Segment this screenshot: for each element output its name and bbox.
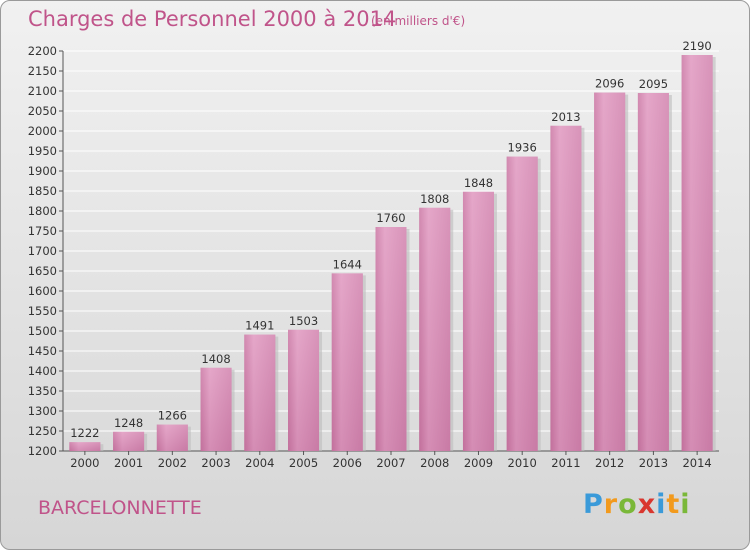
logo-letter: r [603, 489, 619, 520]
ytick-label-1600: 1600 [28, 284, 57, 298]
logo-letter: i [656, 489, 667, 520]
xtick-label-2001: 2001 [114, 456, 143, 470]
ytick-label-1750: 1750 [28, 224, 57, 238]
xtick-label-2009: 2009 [464, 456, 493, 470]
ytick-label-1900: 1900 [28, 164, 57, 178]
ytick-label-2150: 2150 [28, 64, 57, 78]
bar-overlay-2003 [200, 367, 232, 451]
bar-overlay-2010 [506, 156, 538, 451]
bar-overlay-2002 [156, 424, 188, 451]
ytick-label-2000: 2000 [28, 124, 57, 138]
logo-letter: t [666, 489, 681, 520]
xtick-label-2008: 2008 [420, 456, 449, 470]
ytick-label-1450: 1450 [28, 344, 57, 358]
xtick-label-2003: 2003 [201, 456, 230, 470]
logo-letter: x [637, 489, 657, 520]
ytick-label-1500: 1500 [28, 324, 57, 338]
value-label-2004: 1491 [245, 319, 274, 333]
xtick-label-2012: 2012 [595, 456, 624, 470]
bar-overlay-2013 [637, 93, 669, 451]
xtick-label-2005: 2005 [289, 456, 318, 470]
proxiti-logo: Proxiti [583, 489, 691, 520]
ytick-label-1550: 1550 [28, 304, 57, 318]
bar-overlay-2011 [550, 125, 582, 452]
value-label-2000: 1222 [70, 426, 99, 440]
ytick-label-1950: 1950 [28, 144, 57, 158]
logo-letter: o [618, 489, 638, 520]
ytick-label-1650: 1650 [28, 264, 57, 278]
ytick-label-1350: 1350 [28, 384, 57, 398]
value-label-2002: 1266 [158, 409, 187, 423]
value-label-2010: 1936 [508, 141, 537, 155]
ytick-label-2100: 2100 [28, 84, 57, 98]
value-label-2005: 1503 [289, 314, 318, 328]
ytick-label-1300: 1300 [28, 404, 57, 418]
ytick-label-1250: 1250 [28, 424, 57, 438]
bar-overlay-2009 [462, 191, 494, 452]
value-label-2009: 1848 [464, 176, 493, 190]
bar-overlay-2000 [69, 442, 101, 451]
ytick-label-2050: 2050 [28, 104, 57, 118]
value-label-2001: 1248 [114, 416, 143, 430]
town-name: BARCELONNETTE [38, 497, 202, 519]
bar-overlay-2006 [331, 273, 363, 451]
chart-title: Charges de Personnel 2000 à 2014 [28, 7, 397, 31]
bar-overlay-2001 [113, 431, 145, 451]
value-label-2013: 2095 [639, 77, 668, 91]
xtick-label-2006: 2006 [333, 456, 362, 470]
bar-overlay-2014 [681, 55, 713, 451]
xtick-label-2002: 2002 [158, 456, 187, 470]
chart-subtitle: (en milliers d'€) [371, 14, 466, 28]
value-label-2014: 2190 [682, 39, 711, 53]
xtick-label-2014: 2014 [682, 456, 711, 470]
ytick-label-1850: 1850 [28, 184, 57, 198]
bar-overlay-2004 [244, 334, 276, 451]
ytick-label-2200: 2200 [28, 44, 57, 58]
bar-overlay-2008 [419, 207, 451, 451]
bar-overlay-2007 [375, 227, 407, 451]
value-label-2012: 2096 [595, 77, 624, 91]
xtick-label-2011: 2011 [551, 456, 580, 470]
value-label-2003: 1408 [201, 352, 230, 366]
value-label-2006: 1644 [333, 257, 362, 271]
ytick-label-1200: 1200 [28, 444, 57, 458]
bar-overlay-2005 [288, 329, 320, 451]
ytick-label-1800: 1800 [28, 204, 57, 218]
value-label-2007: 1760 [376, 211, 405, 225]
logo-letter: i [680, 489, 691, 520]
value-label-2008: 1808 [420, 192, 449, 206]
logo-letter: P [583, 489, 604, 520]
xtick-label-2013: 2013 [639, 456, 668, 470]
bar-overlay-2012 [594, 92, 626, 451]
xtick-label-2000: 2000 [70, 456, 99, 470]
xtick-label-2010: 2010 [508, 456, 537, 470]
ytick-label-1700: 1700 [28, 244, 57, 258]
xtick-label-2004: 2004 [245, 456, 274, 470]
ytick-label-1400: 1400 [28, 364, 57, 378]
value-label-2011: 2013 [551, 110, 580, 124]
xtick-label-2007: 2007 [376, 456, 405, 470]
